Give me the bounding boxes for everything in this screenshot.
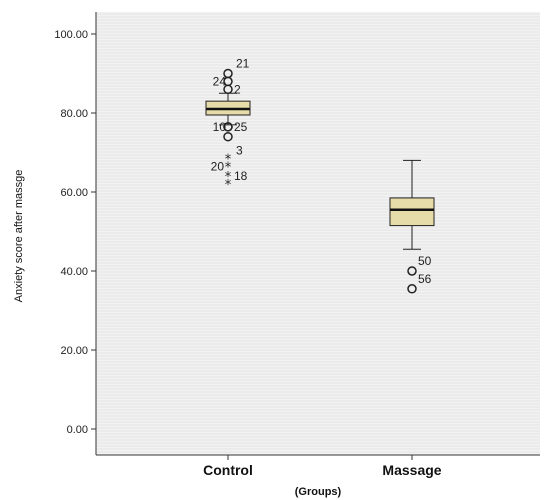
x-categories: Control Massage: [203, 455, 442, 478]
y-tick-label: 20.00: [60, 345, 88, 357]
outlier-label: 10: [213, 120, 227, 134]
outlier-label: 56: [418, 272, 432, 286]
outlier-label: 2: [234, 82, 241, 96]
extreme-point: *: [225, 178, 232, 193]
outlier-point: [223, 131, 233, 142]
y-tick-label: 0.00: [67, 424, 88, 436]
outlier-label: 50: [418, 254, 432, 268]
y-tick-label: 40.00: [60, 266, 88, 278]
outlier-point: [223, 122, 233, 132]
y-tick-label: 60.00: [60, 187, 88, 199]
outlier-point: [407, 284, 417, 294]
outlier-label: 20: [211, 159, 225, 173]
y-axis-title: Anxiety score after massge: [13, 170, 25, 303]
outlier-label: 25: [234, 120, 248, 134]
extreme-point: *: [225, 152, 232, 167]
outlier-label: 24: [213, 74, 227, 88]
outlier-point: [223, 84, 233, 95]
x-category-label: Control: [203, 462, 253, 478]
extreme-point: *: [225, 160, 232, 175]
box-massage: [389, 197, 435, 227]
y-tick-label: 80.00: [60, 108, 88, 120]
outlier-label: 21: [236, 57, 250, 71]
x-axis-title: (Groups): [295, 486, 342, 498]
y-tick-label: 100.00: [54, 29, 88, 41]
outlier-label: 3: [236, 144, 243, 158]
outlier-label: 18: [234, 169, 248, 183]
outlier-point: [407, 266, 417, 276]
extreme-point: *: [225, 170, 232, 185]
x-category-label: Massage: [382, 462, 441, 478]
grid-lines: [97, 13, 540, 453]
y-ticks: 0.00 20.00 40.00 60.00 80.00 100.00: [54, 29, 96, 436]
